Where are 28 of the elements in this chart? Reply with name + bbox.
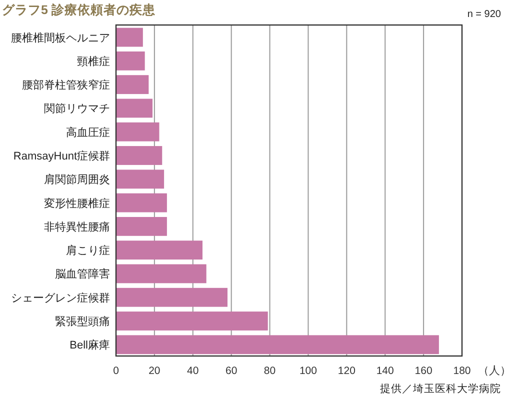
y-tick-label: 肩こり症: [66, 244, 110, 258]
x-tick-label: 140: [376, 365, 394, 377]
x-tick-label: 180: [453, 365, 471, 377]
x-axis-title: （人）: [478, 365, 511, 377]
y-tick-label: シェーグレン症候群: [11, 291, 110, 304]
x-tick-label: 120: [338, 365, 356, 377]
y-tick-label: 緊張型頭痛: [55, 315, 110, 328]
chart-title: グラフ5 診療依頼者の疾患: [2, 2, 156, 17]
y-tick-label: 関節リウマチ: [44, 103, 110, 116]
y-tick-label: 腰椎椎間板ヘルニア: [11, 31, 110, 44]
y-tick-label: 非特異性腰痛: [44, 220, 110, 234]
y-tick-label: RamsayHunt症候群: [13, 150, 110, 163]
x-tick-label: 0: [113, 365, 120, 377]
text: n = 920: [467, 9, 502, 20]
y-tick-label: 頸椎症: [77, 54, 110, 68]
x-tick-label: 60: [225, 365, 238, 377]
x-tick-label: 100: [299, 365, 318, 377]
text: 提供／埼玉医科大学病院: [380, 382, 501, 395]
x-tick-label: 20: [148, 365, 160, 377]
y-tick-label: 肩関節周囲炎: [44, 173, 110, 186]
y-tick-label: 高血圧症: [66, 126, 110, 139]
y-tick-label: Bell麻痺: [70, 338, 110, 352]
y-tick-label: 脳血管障害: [55, 268, 110, 281]
x-tick-label: 160: [414, 365, 432, 377]
x-tick-label: 80: [264, 365, 276, 377]
y-tick-label: 腰部脊柱管狭窄症: [22, 78, 110, 92]
y-tick-label: 変形性腰椎症: [44, 196, 110, 210]
x-tick-label: 40: [187, 365, 199, 377]
